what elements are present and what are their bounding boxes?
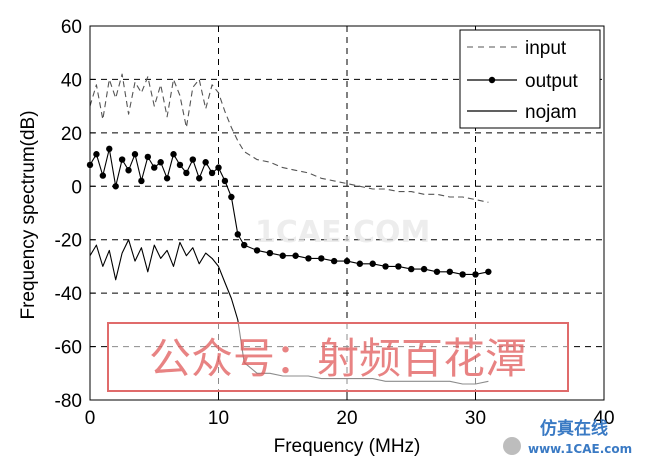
series-point-output: [382, 263, 389, 270]
series-point-output: [99, 172, 107, 179]
series-point-output: [369, 260, 376, 267]
series-point-output: [433, 268, 441, 275]
corner-logo-url: www.1CAE.com: [528, 442, 632, 456]
x-tick-label: 10: [208, 408, 229, 429]
series-point-output: [241, 241, 248, 249]
x-axis-label: Frequency (MHz): [274, 436, 421, 457]
x-tick-label: 20: [336, 408, 357, 429]
series-point-output: [221, 177, 229, 185]
legend-box: [459, 29, 601, 129]
series-point-output: [234, 231, 241, 238]
series-point-output: [292, 252, 299, 259]
corner-logo-title: 仿真在线: [540, 418, 608, 439]
series-point-output: [183, 169, 190, 177]
y-tick-label: -20: [55, 231, 82, 252]
series-point-output: [420, 265, 428, 273]
x-tick-label: 30: [465, 408, 486, 429]
y-tick-label: -40: [55, 284, 82, 305]
series-point-output: [196, 175, 203, 182]
series-point-output: [170, 151, 177, 158]
legend-label-nojam: nojam: [525, 102, 577, 123]
series-point-output: [151, 164, 158, 171]
series-point-output: [125, 167, 132, 174]
y-tick-label: 60: [61, 17, 82, 38]
series-point-output: [93, 151, 100, 158]
series-point-output: [446, 268, 453, 275]
legend-marker-output: [488, 76, 496, 84]
series-line-input: [89, 73, 489, 203]
series-point-output: [228, 193, 235, 201]
series-point-output: [106, 145, 113, 153]
corner-logo-icon: [503, 437, 521, 455]
y-tick-label: -80: [55, 391, 82, 412]
series-point-output: [144, 153, 152, 161]
series-point-output: [305, 255, 312, 262]
series-point-output: [485, 268, 492, 275]
legend-label-output: output: [525, 71, 579, 92]
y-tick-label: -60: [55, 338, 82, 359]
series-point-output: [459, 271, 466, 278]
series-point-output: [318, 255, 325, 262]
series-point-output: [266, 249, 274, 257]
series-point-output: [215, 164, 222, 171]
y-tick-label: 20: [61, 124, 82, 145]
series-point-output: [279, 252, 286, 259]
watermark-text: 公众号：射频百花潭: [149, 334, 527, 383]
series-point-output: [112, 183, 119, 190]
series-point-output: [176, 161, 184, 169]
plot-series: [86, 73, 492, 385]
series-point-output: [157, 159, 164, 166]
series-point-output: [163, 175, 171, 182]
watermark-box: [107, 322, 569, 392]
legend: input output nojam: [459, 29, 601, 129]
axis-ticks: 0 10 20 30 40 60 40 20 0 -20 -40 -60 -80: [55, 17, 615, 429]
series-point-output: [343, 257, 351, 265]
y-tick-label: 40: [61, 70, 82, 91]
series-point-output: [330, 257, 338, 265]
y-tick-label: 0: [71, 177, 82, 198]
series-point-output: [408, 265, 415, 273]
series-point-output: [395, 263, 402, 270]
watermark-faint: 1CAE.COM: [255, 215, 430, 250]
series-point-output: [138, 177, 145, 185]
x-tick-label: 40: [593, 408, 614, 429]
series-point-output: [356, 260, 364, 267]
watermark-banner: 公众号：射频百花潭: [107, 322, 569, 392]
series-point-output: [202, 159, 209, 166]
series-point-output: [189, 156, 196, 163]
series-point-output: [208, 169, 216, 177]
series-point-output: [118, 156, 126, 163]
corner-logo: 仿真在线 www.1CAE.com: [503, 418, 632, 456]
y-axis-label: Frequency spectrum(dB): [18, 110, 39, 319]
series-point-output: [253, 247, 261, 254]
x-tick-label: 0: [85, 408, 96, 429]
legend-label-input: input: [525, 38, 567, 59]
series-point-output: [131, 151, 139, 158]
series-point-output: [472, 271, 479, 278]
